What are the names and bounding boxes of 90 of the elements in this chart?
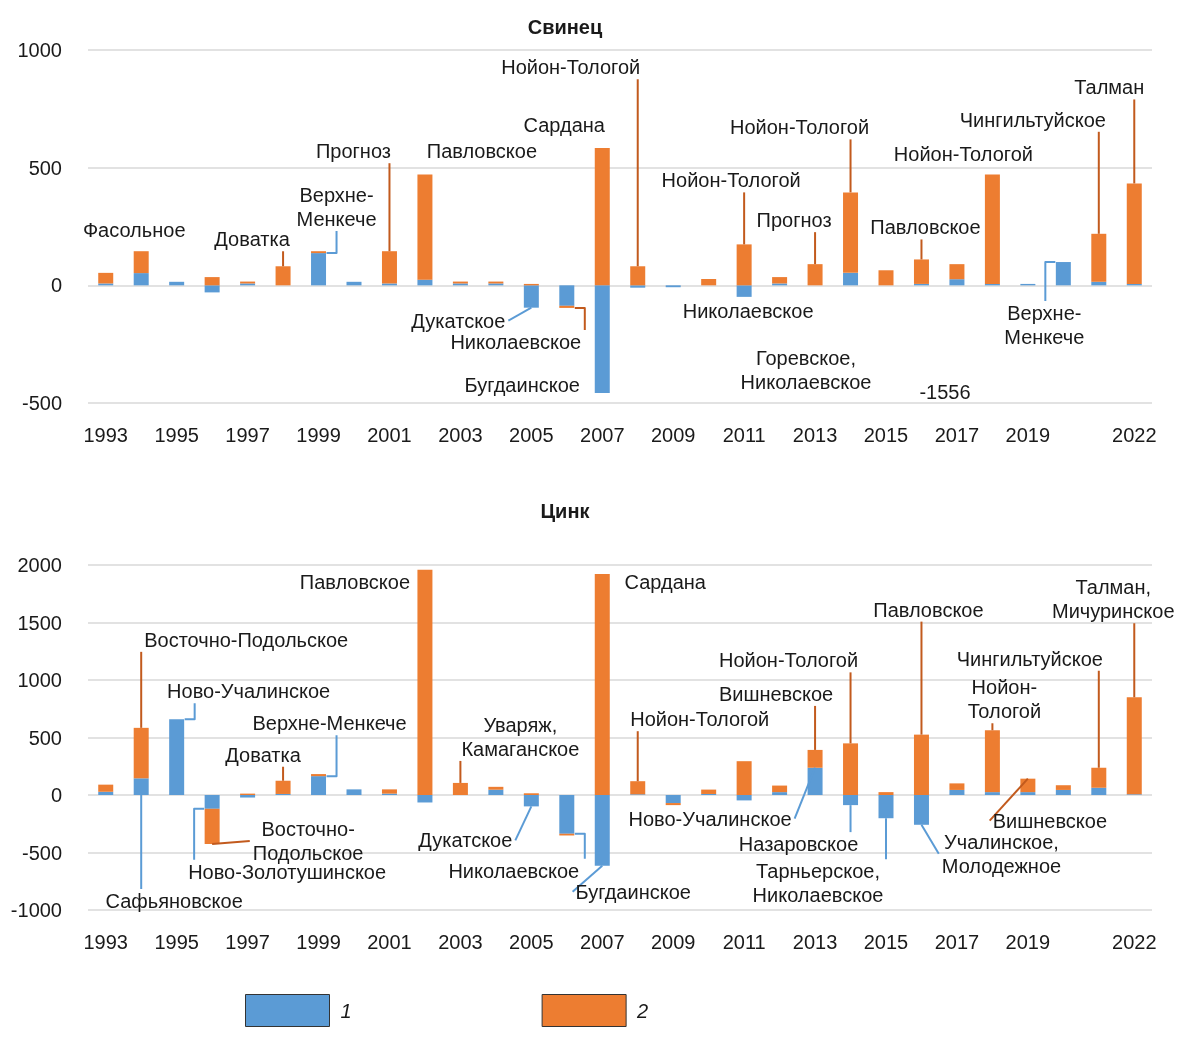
x-tick-label: 2003 [438, 931, 483, 953]
annotation: Ново-Учалинское [167, 680, 331, 703]
x-tick-label: 2013 [792, 424, 838, 446]
annotation: Бугдаинское [464, 374, 580, 397]
annotation: Восточно- Подольское [252, 817, 364, 864]
x-tick-label: 2011 [722, 931, 766, 953]
y-tick-label: 1500 [17, 611, 62, 634]
y-tick-label: 500 [28, 726, 62, 749]
annotation: Чингильтуйское [956, 647, 1103, 670]
annotation: Вишневское [992, 809, 1108, 832]
annotation: Доватка [225, 743, 302, 766]
x-tick-label: 2009 [650, 931, 696, 953]
x-tick-label: 2017 [934, 931, 980, 953]
annotation: Горевское, Николаевское [740, 347, 872, 393]
x-tick-label: 2011 [722, 424, 766, 446]
x-tick-label: 1995 [154, 424, 199, 446]
y-tick-label: -500 [21, 841, 62, 864]
annotation: Прогноз [315, 140, 391, 163]
annotation: Доватка [214, 228, 291, 251]
x-tick-label: 2015 [863, 424, 909, 446]
annotation: Павловское [870, 216, 981, 239]
annotation: Николаевское [450, 330, 582, 353]
annotation: Дукатское [418, 829, 513, 852]
x-tick-label: 1999 [296, 931, 341, 953]
annotation: Восточно-Подольское [144, 628, 349, 651]
annotation: Павловское [299, 570, 411, 593]
x-tick-label: 1997 [225, 931, 270, 953]
annotation: Бугдаинское [575, 880, 691, 903]
y-tick-label: -500 [21, 392, 62, 414]
annotation: Назаровское [738, 833, 859, 856]
x-tick-label: 1993 [83, 931, 128, 953]
annotation: Прогноз [756, 209, 832, 232]
annotation: Николаевское [448, 859, 580, 882]
annotation: Нойон- Тологой [967, 676, 1042, 723]
annotation: Сардана [624, 570, 707, 593]
annotation: Тарньерское, Николаевское [752, 860, 884, 907]
annotation: Нойон-Тологой [661, 169, 801, 192]
x-tick-label: 2019 [1005, 424, 1051, 446]
y-tick-label: 500 [28, 156, 62, 179]
annotation: Верхне- Менкече [1004, 302, 1085, 349]
annotation: Вишневское [718, 682, 834, 705]
annotation: Сафьяновское [105, 890, 243, 912]
x-tick-label: 2022 [1112, 424, 1157, 446]
annotation: Павловское [426, 140, 538, 163]
annotation: Ново-Учалинское [628, 807, 792, 830]
annotation: Талман, Мичуринское [1051, 576, 1175, 623]
x-tick-label: 1997 [225, 424, 270, 446]
annotation: Чингильтуйское [959, 108, 1106, 131]
annotation: Павловское [873, 598, 984, 621]
annotation: Нойон-Тологой [718, 649, 859, 672]
x-tick-label: 2005 [509, 424, 554, 446]
annotation: Нойон-Тологой [729, 116, 870, 139]
annotation: Сардана [523, 113, 606, 136]
legend-label: 1 [340, 999, 352, 1022]
x-tick-label: 1993 [83, 424, 128, 446]
x-tick-label: 2019 [1005, 931, 1051, 953]
x-tick-label: 2001 [367, 931, 412, 953]
x-tick-label: 2005 [509, 931, 554, 953]
legend-label: 2 [636, 999, 649, 1022]
annotation: Верхне- Менкече [296, 184, 377, 231]
x-tick-label: 2003 [438, 424, 483, 446]
x-tick-label: 1995 [154, 931, 199, 953]
x-tick-label: 2007 [580, 424, 625, 446]
annotation: Николаевское [682, 299, 814, 322]
annotation: Нойон-Тологой [630, 708, 770, 731]
x-tick-label: 2015 [863, 931, 909, 953]
annotation: Талман [1074, 76, 1145, 99]
annotation: Фасольное [82, 219, 186, 242]
annotation: Учалинское, Молодежное [941, 830, 1062, 877]
x-tick-label: 2001 [367, 424, 412, 446]
y-tick-label: 1000 [17, 39, 62, 61]
x-tick-label: 2017 [934, 424, 980, 446]
chart-title: Свинец [527, 16, 603, 38]
chart-title: Цинк [540, 500, 591, 522]
annotation: Дукатское [411, 309, 506, 332]
y-tick-label: -1000 [10, 899, 62, 921]
x-tick-label: 2007 [580, 931, 625, 953]
x-tick-label: 2013 [792, 931, 838, 953]
y-tick-label: 0 [50, 274, 62, 297]
annotation: -1556 [919, 381, 971, 403]
x-tick-label: 2022 [1112, 931, 1157, 953]
annotation: Нойон-Тологой [893, 143, 1033, 166]
annotation: Верхне-Менкече [252, 712, 407, 735]
x-tick-label: 1999 [296, 424, 341, 446]
x-tick-label: 2009 [650, 424, 696, 446]
y-tick-label: 1000 [17, 669, 62, 691]
annotation: Уваряж, Камаганское [461, 713, 580, 760]
annotation: Нойон-Тологой [501, 56, 641, 79]
y-tick-label: 0 [50, 784, 62, 806]
y-tick-label: 2000 [17, 554, 62, 576]
